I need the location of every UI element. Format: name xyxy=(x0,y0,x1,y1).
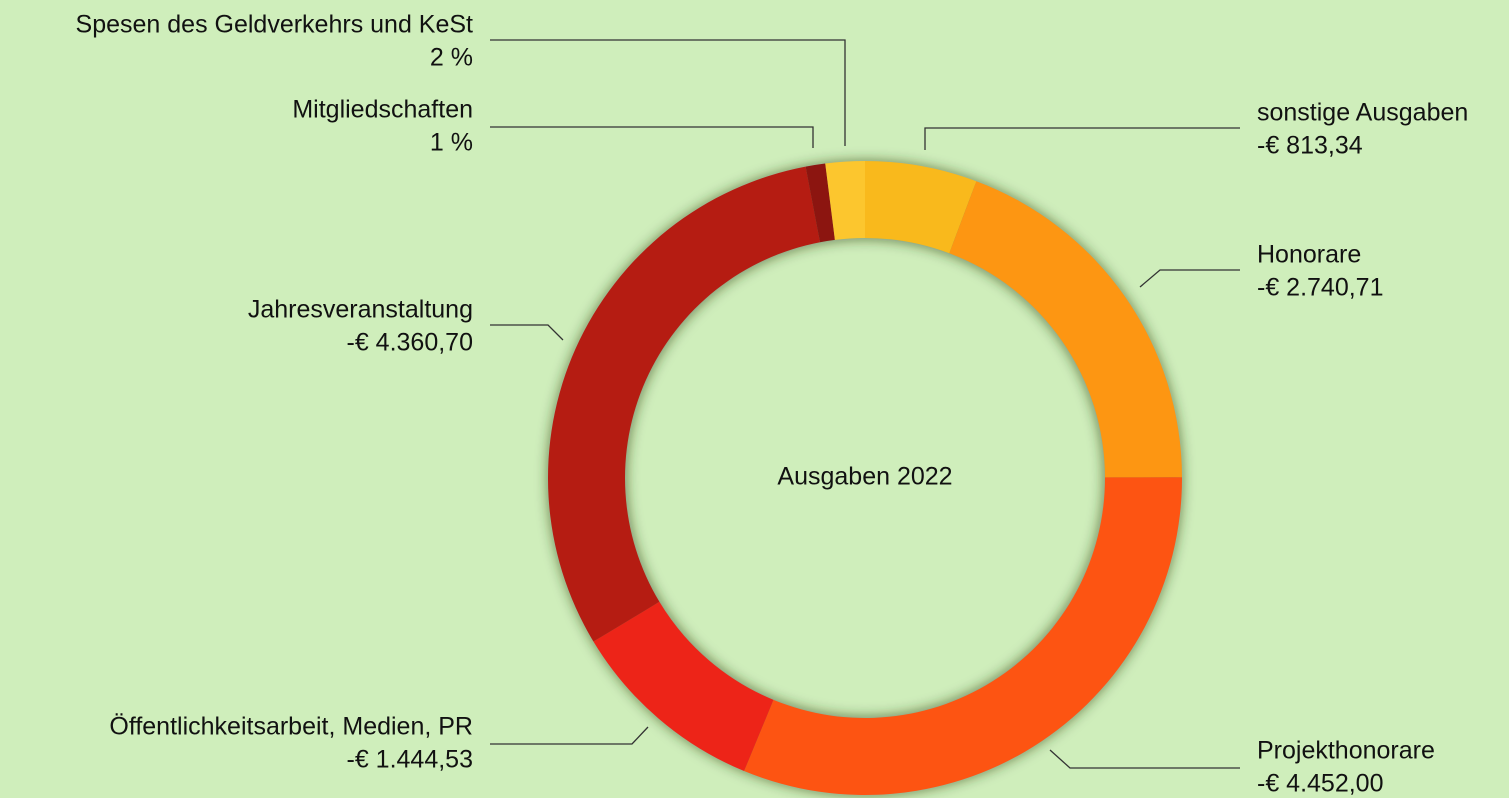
slice xyxy=(744,477,1182,795)
slice xyxy=(865,161,977,254)
slice-label: Honorare xyxy=(1257,241,1361,269)
slice xyxy=(825,161,865,240)
value-label: -€ 4.360,70 xyxy=(347,329,474,357)
value-label: -€ 4.452,00 xyxy=(1257,770,1384,798)
slice-label: Öffentlichkeitsarbeit, Medien, PR xyxy=(109,713,473,741)
value-label: -€ 2.740,71 xyxy=(1257,274,1384,302)
slice-label: Projekthonorare xyxy=(1257,737,1435,765)
value-label: -€ 813,34 xyxy=(1257,132,1363,160)
leader-line xyxy=(924,127,1240,150)
value-label: -€ 1.444,53 xyxy=(347,746,474,774)
leader-line xyxy=(490,39,846,146)
leader-line xyxy=(490,726,649,745)
slice-label: sonstige Ausgaben xyxy=(1257,99,1468,127)
slice xyxy=(805,163,835,243)
leader-line xyxy=(1049,749,1240,769)
leader-line xyxy=(490,126,814,148)
slice xyxy=(547,166,821,642)
slice xyxy=(593,601,774,772)
slices xyxy=(547,161,1182,795)
slice-label: Mitgliedschaften xyxy=(292,96,473,124)
leader-line xyxy=(490,324,564,341)
chart-title: Ausgaben 2022 xyxy=(777,463,952,491)
slice-label: Jahresveranstaltung xyxy=(248,296,473,324)
slice-label: Spesen des Geldverkehrs und KeSt xyxy=(76,11,474,39)
leader-line xyxy=(1139,269,1240,288)
value-label: 2 % xyxy=(430,44,473,72)
slice xyxy=(949,181,1182,478)
value-label: 1 % xyxy=(430,129,473,157)
